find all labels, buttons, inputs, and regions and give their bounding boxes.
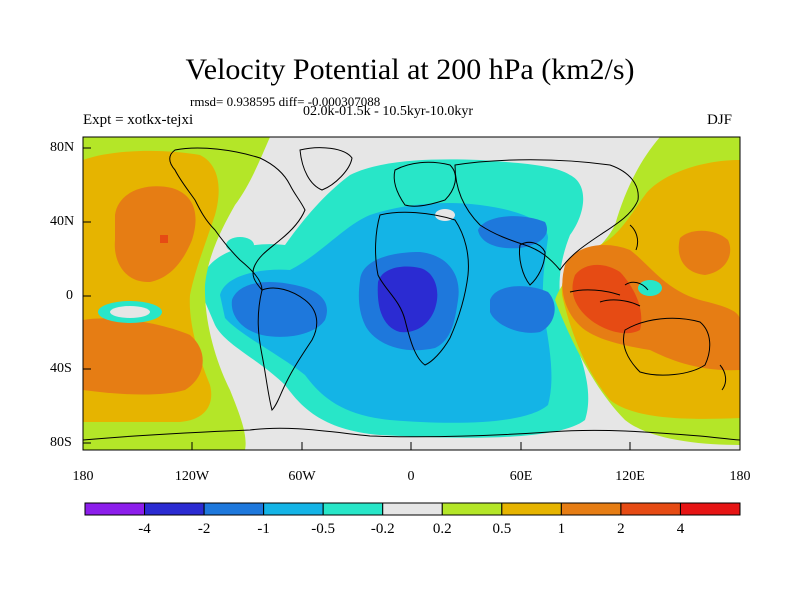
colorbar-swatch-0 [84,502,146,516]
period-line: 02.0k-01.5k - 10.5kyr-10.0kyr [303,104,474,119]
coast-greenland [299,147,353,191]
contour-pos-1-west-north [114,186,196,283]
colorbar-label-3: -0.5 [311,521,336,537]
lat-label-40n: 40N [50,214,75,229]
colorbar-swatch-8 [560,502,622,516]
lon-label-180w: 180 [72,469,94,484]
colorbar-swatch-9 [620,502,681,516]
lat-label-80n: 80N [50,140,75,155]
colorbar-label-7: 1 [557,521,566,537]
stats-line: rmsd= 0.938595 diff= -0.000307088 [190,94,381,109]
coast-australia [623,317,711,376]
positive-anomaly-west [83,137,270,450]
lon-label-0: 0 [407,469,415,484]
colorbar-swatch-5 [382,502,443,516]
colorbar-label-9: 4 [676,521,685,537]
coast-south-america [257,287,318,411]
lat-label-40s: 40S [50,361,72,376]
contour-neg-gulf [226,237,254,253]
colorbar-label-0: -4 [138,521,151,537]
contour-neg-1-asia [478,216,548,249]
colorbar-label-6: 0.5 [492,521,512,537]
colorbar-swatch-2 [203,502,265,516]
lon-label-120e: 120E [615,469,645,484]
coast-indonesia [569,281,649,307]
coast-japan [629,224,639,251]
contour-pos-1-west-south [83,318,203,395]
contour-zero-west-pocket [110,306,150,318]
colorbar [84,502,741,516]
lon-label-60w: 60W [288,469,316,484]
contour-pos-1-east-north [678,230,731,275]
map-field [83,137,740,450]
colorbar-label-1: -2 [197,521,211,537]
coastlines [83,147,740,441]
figure-title: Velocity Potential at 200 hPa (km2/s) [185,53,635,86]
coast-europe [393,161,456,207]
lon-label-60e: 60E [509,469,533,484]
contour-neg-east-pocket [638,280,662,296]
lat-label-eq: 0 [66,288,73,303]
colorbar-label-4: -0.2 [370,521,395,537]
lon-label-120w: 120W [174,469,210,484]
coast-antarctica [83,427,740,441]
lat-label-80s: 80S [50,435,72,450]
contour-pos-2-east [572,264,642,334]
colorbar-swatch-6 [441,502,503,516]
contour-neg-2 [377,266,438,333]
colorbar-swatch-10 [679,502,741,516]
colorbar-label-8: 2 [617,521,625,537]
colorbar-swatch-4 [322,502,384,516]
coast-india [519,241,546,286]
coast-asia [454,159,639,271]
coast-africa [375,211,469,366]
contour-neg-1 [231,281,327,337]
coast-new-zealand [719,364,727,391]
colorbar-swatch-3 [263,502,324,516]
contour-pos-2-west [160,235,168,243]
colorbar-label-5: 0.2 [432,521,452,537]
colorbar-label-2: -1 [257,521,270,537]
coast-north-america [169,147,306,292]
positive-anomaly-east [555,137,740,445]
colorbar-swatch-7 [501,502,562,516]
contour-neg-1-indian [490,286,555,333]
axis-ticks [82,147,741,450]
experiment-label: Expt = xotkx-tejxi [83,112,194,128]
lon-label-180e: 180 [729,469,751,484]
colorbar-swatch-1 [144,502,205,516]
season-label: DJF [707,112,733,128]
